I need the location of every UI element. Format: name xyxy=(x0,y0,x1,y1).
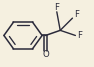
Text: F: F xyxy=(74,10,79,19)
Text: O: O xyxy=(42,50,49,59)
Text: F: F xyxy=(77,31,82,40)
Text: F: F xyxy=(54,3,59,12)
